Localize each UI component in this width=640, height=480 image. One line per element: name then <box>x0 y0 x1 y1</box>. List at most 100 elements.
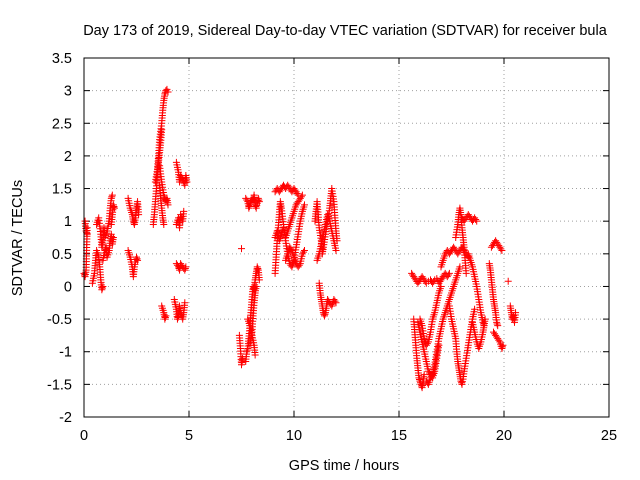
data-point <box>178 173 186 181</box>
data-point <box>134 256 142 264</box>
data-point <box>109 234 117 241</box>
data-point <box>445 269 453 277</box>
data-point <box>109 201 117 209</box>
data-point <box>164 88 172 96</box>
data-point <box>239 354 247 362</box>
x-axis-label: GPS time / hours <box>289 458 399 474</box>
y-tick-label: 3.5 <box>52 51 72 67</box>
data-point <box>102 245 110 253</box>
y-axis-ticks: -2 -1.5 -1 -0.5 0 0.5 1 1.5 2 2.5 3 3.5 <box>47 51 609 426</box>
data-point <box>415 375 423 383</box>
data-point <box>321 310 329 318</box>
data-point <box>255 198 263 206</box>
data-point <box>320 312 328 320</box>
data-point <box>301 201 308 209</box>
data-point <box>430 278 438 286</box>
data-point <box>462 269 470 277</box>
data-point <box>245 204 253 212</box>
data-point <box>471 305 479 313</box>
x-tick-label: 5 <box>185 428 193 444</box>
data-point <box>499 341 507 349</box>
data-point <box>504 277 512 285</box>
data-point <box>415 374 423 382</box>
data-point <box>299 248 307 256</box>
y-tick-label: -1 <box>59 345 72 361</box>
data-point <box>456 263 464 271</box>
data-point <box>161 313 169 321</box>
y-tick-label: -2 <box>59 410 72 426</box>
data-point <box>444 271 452 279</box>
y-tick-label: 1 <box>64 214 72 230</box>
data-point <box>297 193 305 201</box>
data-point <box>473 217 481 225</box>
y-tick-label: 2.5 <box>52 116 72 132</box>
data-point <box>498 343 506 351</box>
data-point <box>181 266 189 274</box>
data-point <box>160 220 168 228</box>
data-point <box>133 255 141 263</box>
data-point <box>161 315 169 323</box>
x-axis-ticks: 0 5 10 15 20 25 <box>80 58 617 444</box>
data-point <box>331 297 339 305</box>
x-tick-label: 0 <box>80 428 88 444</box>
data-point <box>251 351 259 359</box>
data-point <box>83 230 91 238</box>
data-point <box>295 261 303 269</box>
data-point <box>437 282 445 290</box>
data-point <box>181 299 189 307</box>
y-tick-label: -1.5 <box>47 377 72 393</box>
data-point <box>133 253 140 261</box>
data-point <box>472 216 480 224</box>
data-point <box>162 312 170 320</box>
data-point <box>243 348 251 356</box>
data-point <box>98 284 106 292</box>
data-point <box>428 372 436 380</box>
data-point <box>287 245 295 253</box>
data-point <box>423 340 431 348</box>
data-point <box>495 336 503 344</box>
x-tick-label: 25 <box>601 428 617 444</box>
data-point <box>238 245 245 253</box>
x-tick-label: 15 <box>391 428 407 444</box>
y-tick-label: 0 <box>64 279 72 295</box>
y-tick-label: 0.5 <box>52 247 72 263</box>
data-point <box>498 247 506 255</box>
data-point <box>110 202 118 210</box>
data-point <box>181 265 189 273</box>
data-point <box>108 191 116 199</box>
data-point <box>332 247 340 255</box>
data-point <box>512 309 520 317</box>
data-point <box>245 202 253 210</box>
data-point <box>164 201 172 209</box>
x-tick-label: 10 <box>286 428 302 444</box>
data-point <box>243 346 251 354</box>
y-axis-label: SDTVAR / TECUs <box>10 180 26 296</box>
y-tick-label: 2 <box>64 149 72 165</box>
data-point <box>252 202 260 210</box>
x-tick-label: 20 <box>496 428 512 444</box>
data-series-sdtvar <box>80 85 520 392</box>
chart-title: Day 173 of 2019, Sidereal Day-to-day VTE… <box>83 23 608 39</box>
data-point <box>83 224 91 232</box>
data-point <box>255 196 263 204</box>
data-point <box>298 191 306 199</box>
data-point <box>497 245 505 253</box>
data-point <box>293 189 301 197</box>
y-tick-label: -0.5 <box>47 312 72 328</box>
data-point <box>301 247 308 255</box>
data-point <box>254 265 262 273</box>
data-point <box>253 263 261 271</box>
data-point <box>254 194 262 202</box>
data-point <box>255 276 263 284</box>
data-point <box>180 207 188 215</box>
data-point <box>107 194 115 202</box>
data-point <box>252 282 260 290</box>
data-point <box>108 193 116 201</box>
data-point <box>493 318 501 326</box>
data-point <box>135 211 143 219</box>
data-point <box>498 344 506 352</box>
data-point <box>99 282 107 290</box>
data-point <box>98 286 106 294</box>
data-point <box>481 315 489 323</box>
